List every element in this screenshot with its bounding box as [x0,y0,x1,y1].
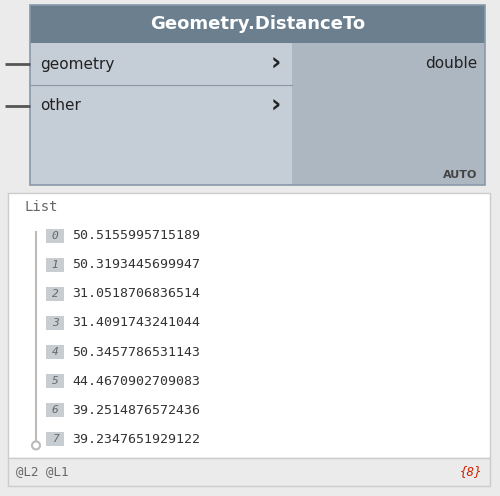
Text: List: List [24,200,58,214]
Text: other: other [40,99,81,114]
Text: 5: 5 [52,376,59,386]
Text: AUTO: AUTO [442,170,477,180]
FancyBboxPatch shape [46,229,64,243]
Text: 39.2347651929122: 39.2347651929122 [72,433,200,446]
FancyBboxPatch shape [46,258,64,272]
Text: 3: 3 [52,318,59,328]
FancyBboxPatch shape [46,316,64,330]
FancyBboxPatch shape [46,403,64,417]
Text: @L2 @L1: @L2 @L1 [16,466,68,479]
Text: 4: 4 [52,347,59,357]
Text: 6: 6 [52,405,59,415]
FancyBboxPatch shape [8,193,490,458]
Text: 7: 7 [52,434,59,444]
Text: 50.3193445699947: 50.3193445699947 [72,258,200,271]
Text: 2: 2 [52,289,59,299]
FancyBboxPatch shape [30,43,291,185]
FancyBboxPatch shape [292,43,485,185]
FancyBboxPatch shape [46,287,64,301]
Text: 1: 1 [52,260,59,270]
Text: double: double [425,57,477,71]
Text: 0: 0 [52,231,59,241]
FancyBboxPatch shape [8,458,490,486]
FancyBboxPatch shape [46,433,64,446]
Text: 50.3457786531143: 50.3457786531143 [72,346,200,359]
Text: {8}: {8} [460,466,482,479]
Text: 50.5155995715189: 50.5155995715189 [72,229,200,242]
Text: geometry: geometry [40,57,115,71]
Text: 31.4091743241044: 31.4091743241044 [72,316,200,329]
FancyBboxPatch shape [46,374,64,388]
Text: ›: › [270,52,281,76]
Text: 39.2514876572436: 39.2514876572436 [72,404,200,417]
Text: 44.4670902709083: 44.4670902709083 [72,374,200,388]
FancyBboxPatch shape [46,345,64,359]
Text: 31.0518706836514: 31.0518706836514 [72,287,200,300]
Text: ›: › [270,94,281,118]
FancyBboxPatch shape [30,5,485,43]
Text: Geometry.DistanceTo: Geometry.DistanceTo [150,15,365,33]
